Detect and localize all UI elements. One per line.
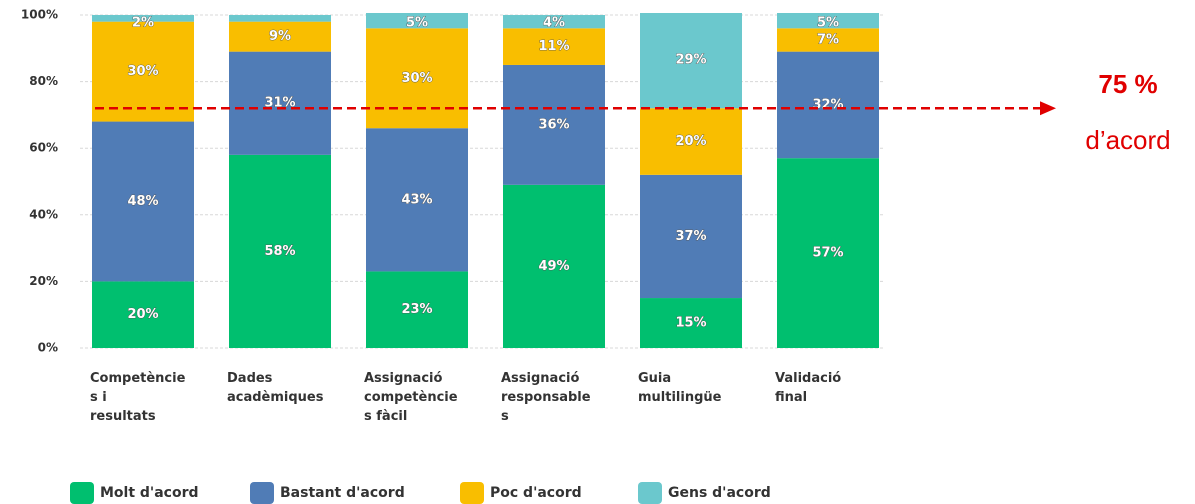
bar-segment bbox=[92, 121, 194, 282]
bar-segment bbox=[92, 281, 194, 348]
x-tick-line: Guia bbox=[638, 371, 671, 386]
value-label: 49% bbox=[538, 259, 569, 274]
x-tick-label: Validació final bbox=[775, 371, 841, 405]
bar-segment bbox=[777, 28, 879, 52]
bar-segment bbox=[640, 13, 742, 109]
x-tick-line: acadèmiques bbox=[227, 390, 324, 405]
annotation-text: 75 % bbox=[1098, 69, 1157, 99]
bar-segment bbox=[503, 15, 605, 29]
value-label: 36% bbox=[538, 117, 569, 132]
x-tick-line: Competèncie bbox=[90, 371, 186, 386]
legend-swatch bbox=[638, 482, 662, 504]
annotation-text: d’acord bbox=[1085, 125, 1170, 155]
bar-segment bbox=[640, 298, 742, 348]
bar-segment bbox=[229, 51, 331, 155]
x-tick-line: resultats bbox=[90, 409, 156, 424]
value-label: 29% bbox=[675, 52, 706, 67]
bar-segment bbox=[92, 21, 194, 122]
value-label: 31% bbox=[264, 96, 295, 111]
value-label: 2% bbox=[132, 16, 154, 31]
y-tick-label: 100% bbox=[21, 8, 58, 22]
legend-swatch bbox=[460, 482, 484, 504]
bar-segment bbox=[366, 28, 468, 129]
value-label: 5% bbox=[817, 16, 839, 31]
bar-segment bbox=[366, 271, 468, 348]
value-label: 30% bbox=[401, 71, 432, 86]
value-label: 5% bbox=[406, 16, 428, 31]
bar-segment bbox=[503, 184, 605, 348]
legend-label: Molt d'acord bbox=[100, 485, 199, 501]
value-label: 23% bbox=[401, 302, 432, 317]
bar-segment bbox=[777, 13, 879, 29]
value-label: 43% bbox=[401, 192, 432, 207]
value-label: 4% bbox=[543, 16, 565, 31]
bar-segment bbox=[366, 128, 468, 272]
legend-label: Poc d'acord bbox=[490, 485, 582, 501]
value-label: 32% bbox=[812, 97, 843, 112]
value-label: 57% bbox=[812, 246, 843, 261]
value-label: 15% bbox=[675, 316, 706, 331]
x-tick-label: Guia multilingüe bbox=[638, 371, 722, 405]
x-tick-line: s i bbox=[90, 390, 107, 405]
legend-swatch bbox=[250, 482, 274, 504]
bar-segment bbox=[92, 15, 194, 22]
x-tick-label: Dades acadèmiques bbox=[227, 371, 324, 405]
x-tick-line: Assignació bbox=[501, 371, 579, 386]
x-tick-line: responsable bbox=[501, 390, 591, 405]
x-tick-line: s bbox=[501, 409, 509, 424]
x-tick-label: Competèncie s i resultats bbox=[90, 371, 186, 424]
bar-segment bbox=[503, 64, 605, 185]
bar-segment bbox=[229, 154, 331, 348]
bar-segment bbox=[640, 174, 742, 299]
bar-segment bbox=[229, 15, 331, 22]
value-label: 58% bbox=[264, 244, 295, 259]
value-label: 37% bbox=[675, 229, 706, 244]
value-label: 11% bbox=[538, 39, 569, 54]
arrow-head bbox=[1040, 101, 1056, 116]
y-tick-label: 60% bbox=[29, 141, 58, 155]
x-tick-line: final bbox=[775, 390, 807, 405]
y-tick-label: 0% bbox=[38, 341, 58, 355]
legend-label: Gens d'acord bbox=[668, 485, 771, 501]
legend-swatch bbox=[70, 482, 94, 504]
value-label: 30% bbox=[127, 64, 158, 79]
x-tick-line: competèncie bbox=[364, 390, 458, 405]
value-label: 7% bbox=[817, 32, 839, 47]
bar-segment bbox=[777, 158, 879, 348]
y-tick-label: 20% bbox=[29, 274, 58, 288]
bar-segment bbox=[366, 13, 468, 29]
x-tick-line: Validació bbox=[775, 371, 841, 386]
bar-segment bbox=[229, 21, 331, 52]
x-tick-line: s fàcil bbox=[364, 409, 407, 424]
bar-segment bbox=[503, 28, 605, 65]
x-tick-label: Assignació responsable s bbox=[501, 371, 591, 424]
bar-segment bbox=[640, 108, 742, 175]
value-label: 9% bbox=[269, 29, 291, 44]
value-label: 48% bbox=[127, 194, 158, 209]
value-label: 20% bbox=[127, 307, 158, 322]
x-tick-label: Assignació competèncie s fàcil bbox=[364, 371, 458, 424]
y-tick-label: 40% bbox=[29, 207, 58, 221]
x-tick-line: multilingüe bbox=[638, 390, 722, 405]
x-tick-line: Dades bbox=[227, 371, 273, 386]
legend-label: Bastant d'acord bbox=[280, 485, 405, 501]
value-label: 20% bbox=[675, 134, 706, 149]
x-tick-line: Assignació bbox=[364, 371, 442, 386]
y-tick-label: 80% bbox=[29, 74, 58, 88]
bar-segment bbox=[777, 51, 879, 159]
